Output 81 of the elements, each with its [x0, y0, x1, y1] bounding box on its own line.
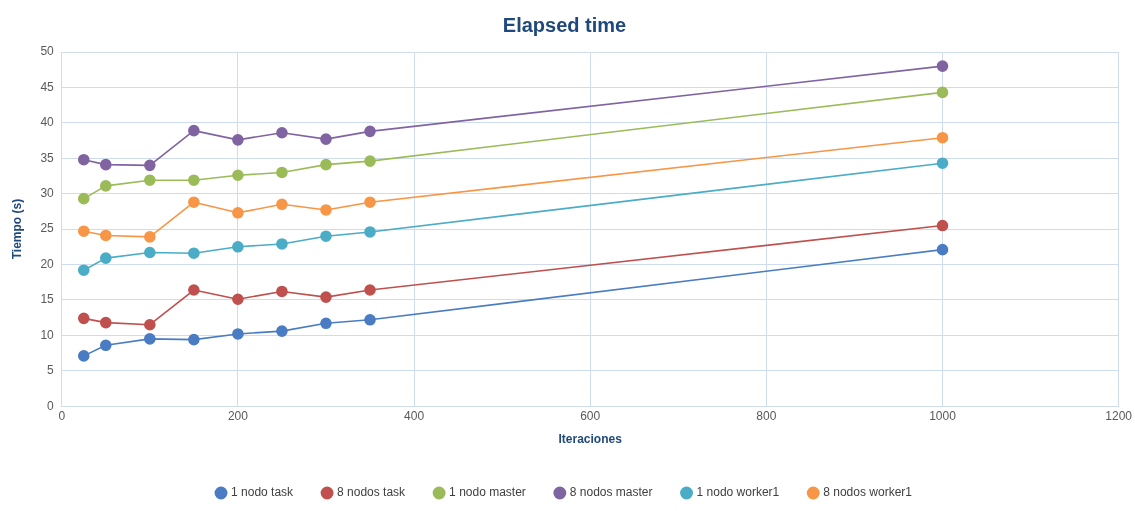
point [232, 134, 244, 146]
point [364, 155, 376, 167]
y-tick-label: 35 [40, 150, 55, 165]
point [364, 313, 376, 326]
point [188, 284, 200, 296]
point [144, 246, 156, 259]
point [77, 153, 90, 166]
point [320, 158, 332, 171]
point [144, 231, 156, 243]
point [99, 316, 112, 329]
point [936, 60, 949, 72]
point [320, 230, 332, 242]
legend-label: 8 nodos master [569, 485, 653, 500]
point [364, 226, 376, 238]
point [77, 225, 90, 238]
x-tick-label: 600 [580, 408, 601, 423]
legend-label: 1 nodo task [231, 485, 295, 500]
legend-label: 1 nodo worker1 [696, 485, 780, 500]
point [232, 293, 244, 306]
point [276, 325, 288, 337]
x-tick-label: 800 [756, 408, 777, 423]
point [77, 192, 90, 205]
point [936, 131, 949, 144]
point [188, 174, 200, 187]
x-tick-label: 400 [404, 408, 425, 423]
point [232, 241, 244, 253]
point [144, 333, 156, 345]
y-tick-label: 30 [40, 185, 55, 200]
point [99, 158, 112, 171]
legend-label: 8 nodos worker1 [823, 485, 913, 500]
y-tick-label: 45 [40, 79, 55, 94]
point [99, 180, 112, 192]
point [276, 166, 288, 179]
point [77, 350, 90, 362]
point [276, 285, 288, 298]
point [144, 174, 156, 187]
point [77, 312, 90, 325]
point [144, 159, 156, 172]
point [99, 252, 112, 264]
point [320, 204, 332, 216]
x-tick-label: 1000 [929, 408, 957, 423]
point [364, 196, 376, 208]
y-tick-label: 0 [47, 398, 55, 413]
point [232, 207, 244, 219]
point [364, 125, 376, 138]
y-axis-title: Tiempo (s) [9, 198, 24, 260]
point [188, 196, 200, 208]
y-tick-label: 5 [47, 363, 55, 378]
point [364, 284, 376, 296]
point [320, 291, 332, 303]
point [276, 238, 288, 250]
point [936, 86, 949, 99]
point [936, 243, 949, 256]
y-tick-label: 40 [40, 115, 55, 130]
chart-title: Elapsed time [502, 13, 627, 36]
point [936, 219, 949, 232]
point [936, 157, 949, 170]
point [276, 126, 288, 139]
point [232, 169, 244, 182]
point [99, 339, 112, 352]
x-tick-label: 1200 [1105, 408, 1133, 423]
y-tick-label: 50 [40, 44, 55, 59]
x-axis-title: Iteraciones [558, 432, 623, 447]
point [320, 317, 332, 330]
point [188, 124, 200, 137]
point [276, 198, 288, 211]
point [188, 247, 200, 259]
y-tick-label: 25 [40, 221, 55, 236]
point [188, 333, 200, 346]
point [77, 264, 90, 276]
point [99, 229, 112, 242]
legend-label: 1 nodo master [449, 485, 526, 500]
x-tick-label: 200 [227, 408, 249, 423]
legend-label: 8 nodos task [337, 485, 407, 500]
point [320, 133, 332, 145]
point [232, 328, 244, 340]
y-tick-label: 15 [40, 292, 55, 307]
x-tick-label: 0 [58, 408, 66, 423]
point [144, 318, 156, 331]
y-tick-label: 20 [40, 256, 55, 271]
y-tick-label: 10 [40, 327, 55, 342]
